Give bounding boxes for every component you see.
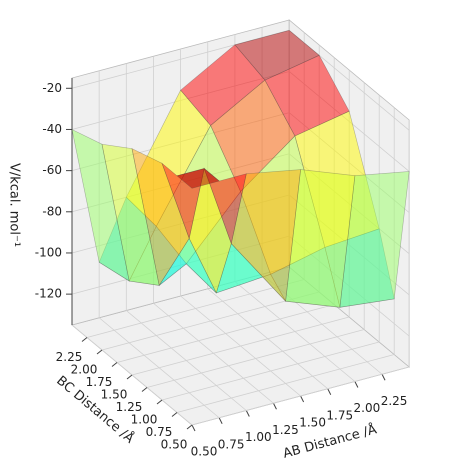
surface-patch bbox=[158, 237, 217, 294]
z-tick-label: -40 bbox=[42, 122, 62, 136]
y-tick bbox=[81, 337, 88, 342]
x-tick-label: 0.75 bbox=[218, 437, 245, 451]
x-tick bbox=[218, 417, 223, 424]
y-tick bbox=[111, 362, 118, 367]
grid-line bbox=[116, 304, 335, 363]
grid-line bbox=[86, 279, 305, 338]
x-tick-label: 0.50 bbox=[191, 445, 218, 459]
x-tick-label: 1.50 bbox=[299, 416, 326, 430]
y-tick-label: 0.50 bbox=[161, 438, 188, 452]
y-tick-label: 1.25 bbox=[116, 400, 143, 414]
grid-line bbox=[161, 341, 380, 401]
y-tick bbox=[96, 349, 103, 355]
x-tick bbox=[327, 388, 332, 395]
x-tick bbox=[273, 403, 277, 410]
y-tick-label: 2.00 bbox=[71, 363, 98, 377]
y-tick-label: 1.50 bbox=[101, 388, 128, 402]
y-tick bbox=[186, 424, 193, 430]
y-tick-label: 1.00 bbox=[131, 413, 158, 427]
x-tick-label: 1.25 bbox=[272, 423, 299, 437]
x-tick bbox=[381, 374, 386, 381]
x-tick bbox=[191, 424, 196, 432]
grid-line bbox=[131, 316, 350, 376]
z-axis-label: V/kcal. mol⁻¹ bbox=[7, 163, 22, 247]
y-tick bbox=[171, 412, 178, 417]
x-tick bbox=[354, 381, 359, 388]
grid-line bbox=[191, 366, 410, 426]
x-tick-label: 2.00 bbox=[354, 401, 381, 415]
y-tick-label: 1.75 bbox=[86, 375, 113, 389]
grid-line bbox=[288, 29, 410, 131]
surface-patch bbox=[101, 143, 160, 286]
z-tick-label: -120 bbox=[35, 287, 62, 301]
surface-patch bbox=[230, 169, 301, 302]
grid-line bbox=[146, 329, 365, 388]
grid-line bbox=[176, 354, 395, 413]
y-tick bbox=[156, 399, 163, 405]
surface-patch bbox=[176, 168, 220, 189]
x-tick bbox=[300, 395, 305, 403]
x-tick-label: 1.75 bbox=[326, 408, 353, 422]
surface-patch bbox=[131, 148, 190, 287]
x-tick-label: 2.25 bbox=[381, 394, 408, 408]
z-tick-label: -60 bbox=[42, 163, 62, 177]
z-tick-label: -80 bbox=[42, 204, 62, 218]
surface bbox=[71, 29, 410, 308]
x-tick bbox=[245, 410, 250, 417]
y-tick bbox=[126, 374, 133, 380]
y-tick-label: 0.75 bbox=[146, 425, 173, 439]
grid-line bbox=[71, 29, 290, 89]
grid-line bbox=[101, 291, 320, 351]
x-tick-label: 1.00 bbox=[245, 430, 272, 444]
y-tick-label: 2.25 bbox=[56, 350, 83, 364]
z-tick-label: -100 bbox=[35, 245, 62, 259]
y-tick bbox=[141, 387, 148, 392]
z-tick-label: -20 bbox=[42, 81, 62, 95]
